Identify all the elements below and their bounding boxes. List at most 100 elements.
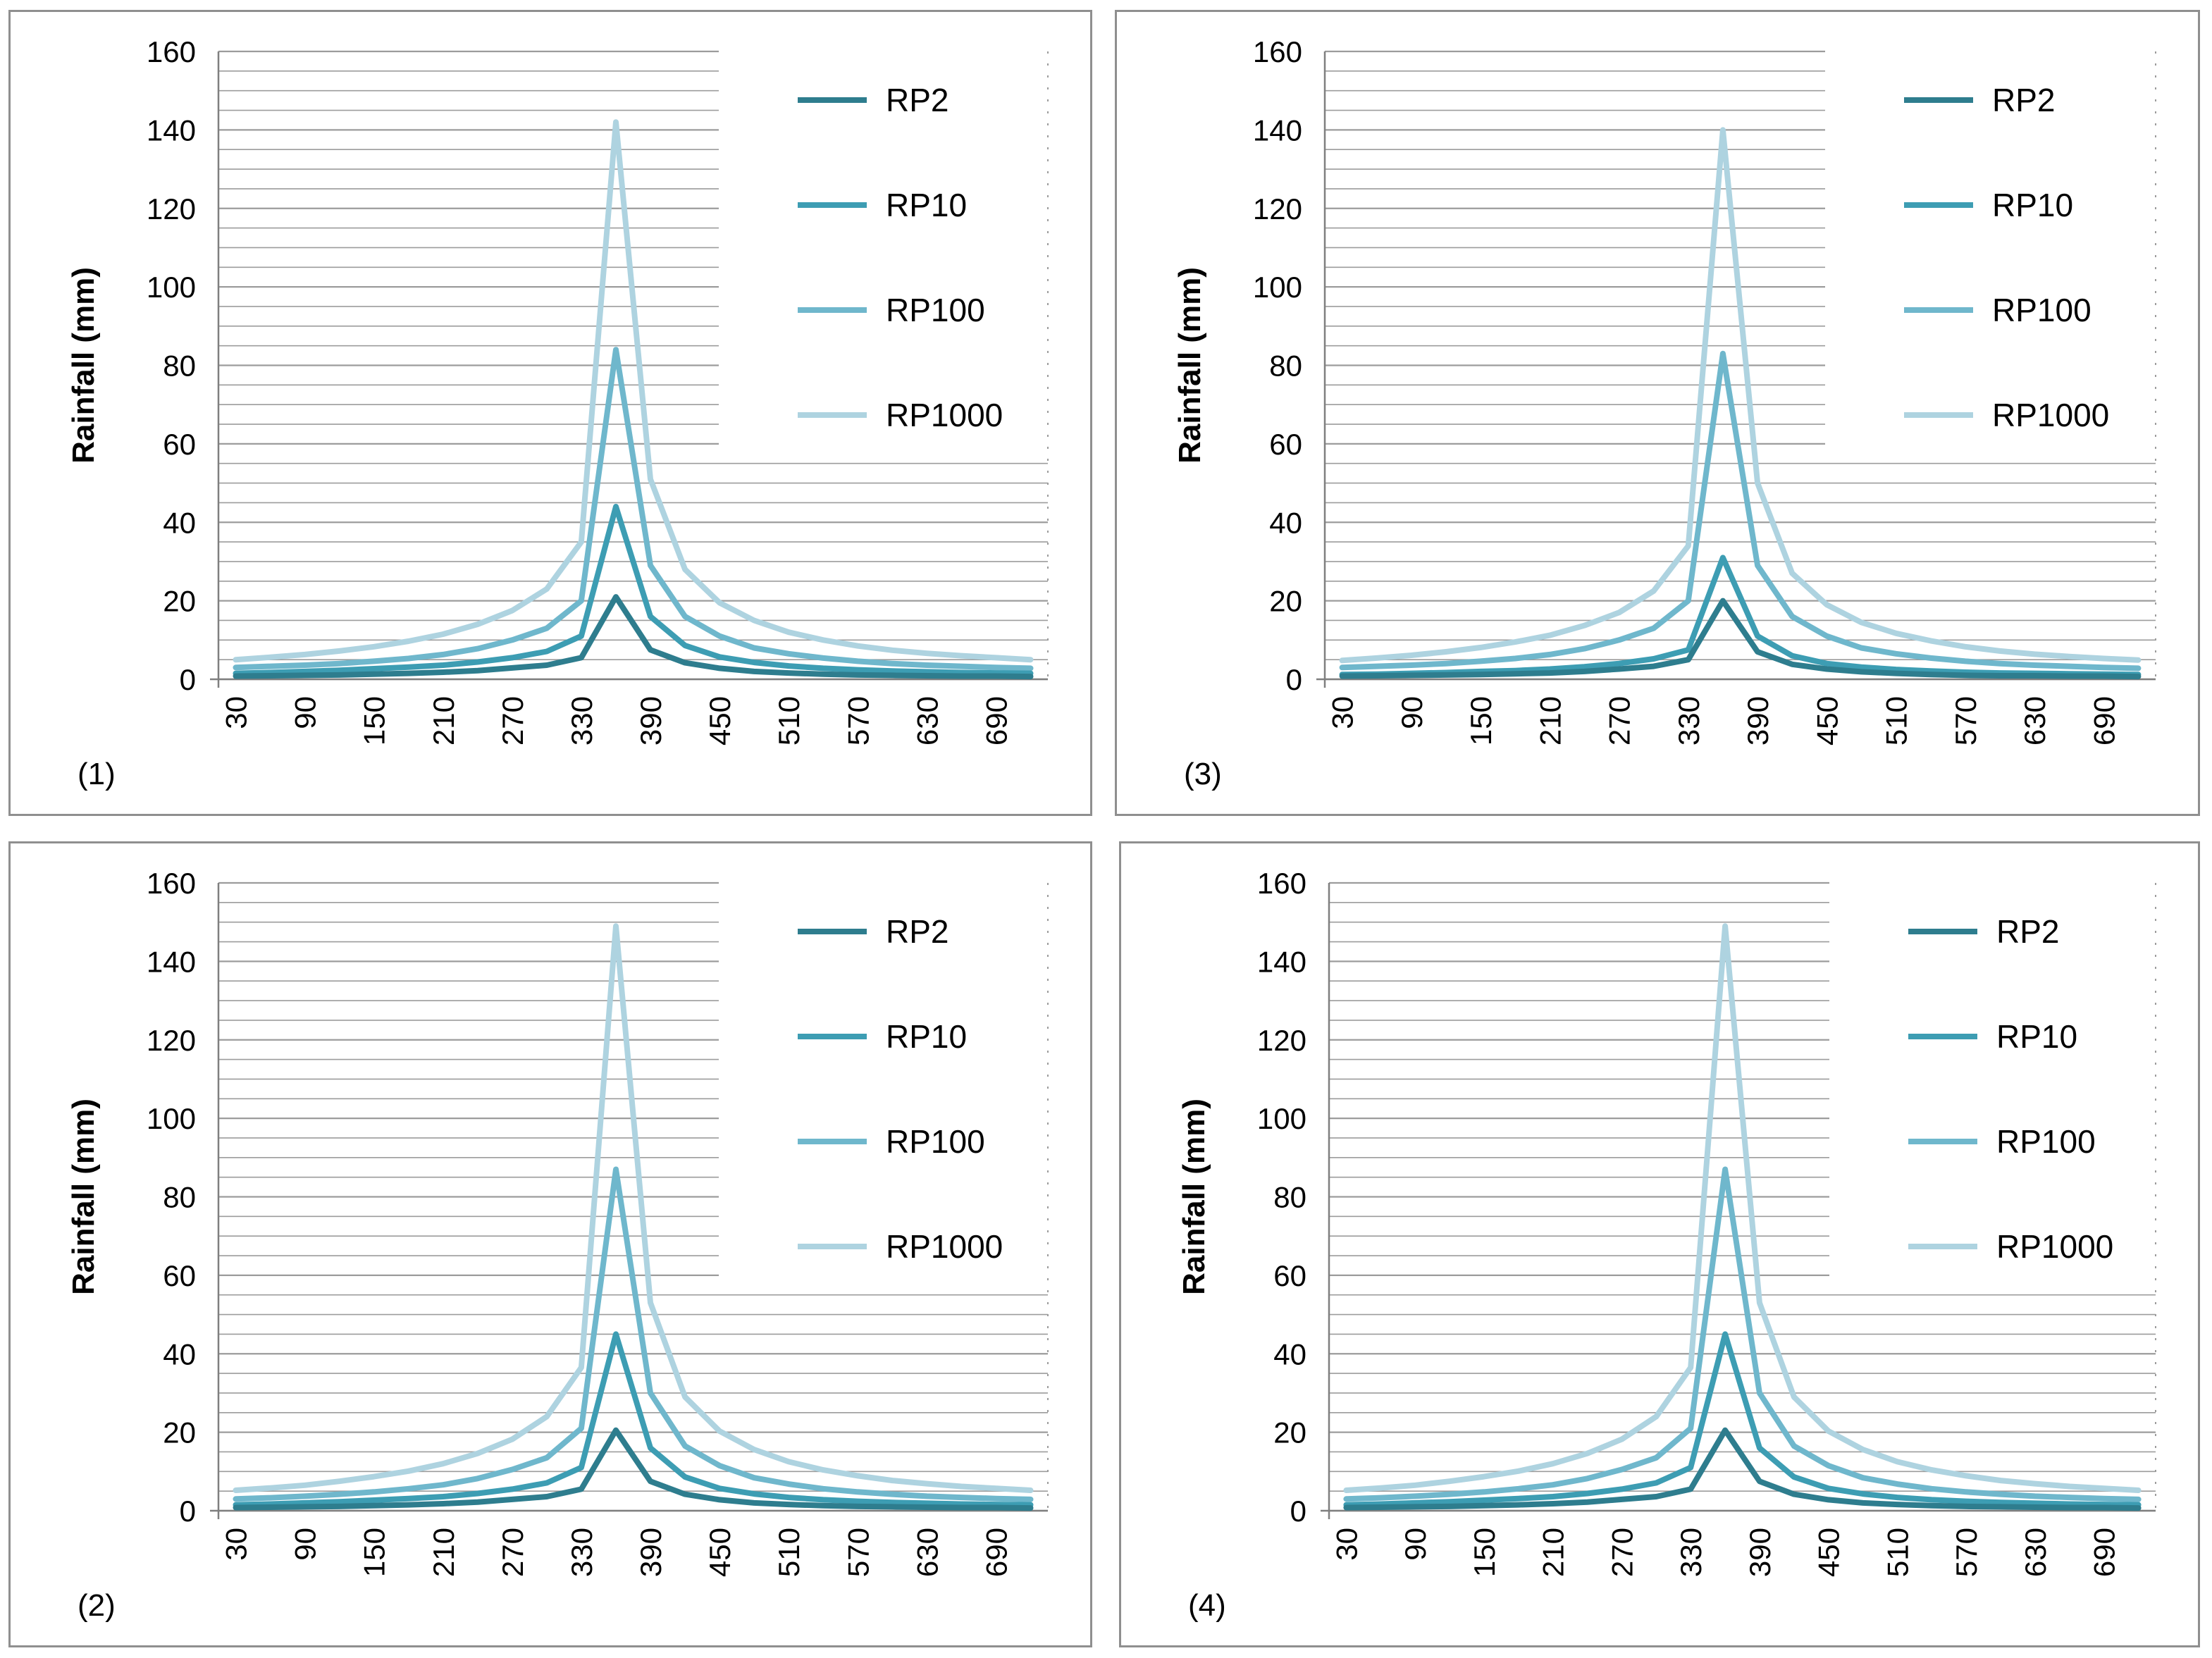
- chart-svg: 0 20 40 60 80 100 120 140 160 30 90 150 210 270 330 390…: [1177, 867, 2156, 1623]
- x-tick-label: 690: [2087, 696, 2120, 746]
- y-axis-title: Rainfall (mm): [1177, 1099, 1211, 1295]
- panel-id-label: (1): [78, 757, 116, 791]
- panel-id-label: (2): [78, 1588, 116, 1623]
- x-tick-label: 630: [2019, 1528, 2052, 1577]
- series-line-rp10: [1339, 555, 2142, 678]
- legend-label-rp2: RP2: [1996, 913, 2059, 950]
- x-tick-label: 390: [634, 696, 667, 746]
- x-tick-label: 390: [634, 1528, 667, 1577]
- y-tick-label: 160: [147, 35, 196, 68]
- legend-label-rp10: RP10: [886, 1018, 967, 1055]
- x-tick-label: 630: [2018, 696, 2051, 746]
- legend-label-rp100: RP100: [886, 1123, 985, 1160]
- legend-label-rp100: RP100: [1996, 1123, 2096, 1160]
- legend-label-rp2: RP2: [1992, 82, 2055, 118]
- chart-svg: 0 20 40 60 80 100 120 140 160 30 90 150 210 270 330 390…: [66, 867, 1049, 1623]
- legend: RP2 RP10 RP100 RP1000: [1908, 913, 2113, 1265]
- y-tick-label: 40: [1269, 506, 1302, 539]
- x-tick-label: 450: [703, 696, 736, 746]
- y-tick-label: 80: [1269, 349, 1302, 383]
- chart-panel-1: 0 20 40 60 80 100 120 140 160 30 90 150 210 270 330 390…: [8, 10, 1092, 816]
- y-tick-label: 20: [1269, 585, 1302, 618]
- x-tick-label: 330: [565, 1528, 598, 1577]
- y-tick-label: 140: [1253, 113, 1302, 147]
- gridlines: [1329, 881, 2156, 1512]
- x-tick-label: 450: [1812, 1528, 1846, 1577]
- y-tick-label: 80: [163, 1181, 196, 1214]
- x-tick-label: 690: [980, 696, 1013, 746]
- y-tick-label: 60: [1269, 428, 1302, 461]
- x-tick-label: 570: [841, 1528, 875, 1577]
- x-tick-label: 30: [220, 696, 253, 729]
- x-tick-label: 630: [910, 696, 944, 746]
- y-tick-label: 100: [1257, 1102, 1306, 1135]
- x-tick-label: 90: [289, 1528, 322, 1561]
- y-tick-label: 100: [147, 271, 196, 304]
- x-tick-label: 210: [1533, 696, 1567, 746]
- y-tick-label: 60: [163, 1259, 196, 1292]
- x-tick-label: 30: [1326, 696, 1359, 729]
- y-axis-title: Rainfall (mm): [1173, 267, 1207, 464]
- y-tick-label: 20: [1273, 1416, 1306, 1449]
- x-tick-label: 150: [1468, 1528, 1501, 1577]
- y-axis-title: Rainfall (mm): [66, 267, 101, 464]
- x-tick-label: 630: [910, 1528, 944, 1577]
- legend-label-rp100: RP100: [1992, 292, 2091, 328]
- legend-label-rp1000: RP1000: [1992, 397, 2109, 433]
- x-tick-label: 270: [496, 1528, 529, 1577]
- y-tick-label: 120: [1257, 1024, 1306, 1057]
- x-tick-label: 90: [289, 696, 322, 729]
- y-tick-label: 160: [1253, 35, 1302, 68]
- series-line-rp100: [233, 1166, 1034, 1502]
- y-tick-label: 120: [147, 1024, 196, 1057]
- x-tick-label: 210: [1537, 1528, 1570, 1577]
- chart-svg: 0 20 40 60 80 100 120 140 160 30 90 150 210 270 330 390…: [66, 35, 1049, 791]
- series-line-rp1000: [1343, 923, 2142, 1493]
- x-tick-label: 330: [565, 696, 598, 746]
- chart-panel-3: 0 20 40 60 80 100 120 140 160 30 90 150 210 270 330 390…: [1115, 10, 2200, 816]
- series-line-rp2: [1343, 1427, 2142, 1511]
- y-tick-label: 100: [147, 1102, 196, 1135]
- x-tick-label: 570: [1949, 696, 1982, 746]
- y-tick-label: 20: [163, 1416, 196, 1449]
- y-tick-label: 0: [180, 1495, 196, 1528]
- series-line-rp1000: [233, 923, 1034, 1493]
- chart-panel-2: 0 20 40 60 80 100 120 140 160 30 90 150 210 270 330 390…: [8, 841, 1092, 1647]
- legend-label-rp2: RP2: [886, 82, 949, 118]
- y-tick-label: 0: [1286, 663, 1302, 696]
- x-tick-label: 90: [1395, 696, 1428, 729]
- series-line-rp100: [1339, 350, 2142, 672]
- x-tick-label: 510: [772, 1528, 805, 1577]
- y-tick-label: 0: [1290, 1495, 1306, 1528]
- series-line-rp100: [233, 347, 1034, 672]
- series-line-rp10: [1343, 1331, 2142, 1508]
- chart-svg: 0 20 40 60 80 100 120 140 160 30 90 150 210 270 330 390…: [1173, 35, 2156, 791]
- x-tick-label: 270: [496, 696, 529, 746]
- panel-id-label: (3): [1184, 757, 1222, 791]
- x-tick-label: 330: [1672, 696, 1705, 746]
- legend-label-rp1000: RP1000: [886, 397, 1003, 433]
- x-tick-label: 150: [358, 696, 391, 746]
- series-line-rp2: [1339, 598, 2142, 680]
- legend-label-rp100: RP100: [886, 292, 985, 328]
- y-tick-label: 80: [163, 349, 196, 383]
- series-line-rp100: [1343, 1166, 2142, 1502]
- legend: RP2 RP10 RP100 RP1000: [798, 913, 1003, 1265]
- x-tick-label: 90: [1399, 1528, 1432, 1561]
- legend: RP2 RP10 RP100 RP1000: [1904, 82, 2109, 433]
- x-tick-label: 330: [1674, 1528, 1707, 1577]
- series-line-rp1000: [1339, 127, 2142, 664]
- y-tick-label: 140: [1257, 945, 1306, 978]
- legend-label-rp1000: RP1000: [1996, 1228, 2113, 1265]
- gridlines: [218, 881, 1048, 1512]
- y-tick-label: 40: [163, 1337, 196, 1371]
- x-tick-label: 150: [1464, 696, 1497, 746]
- x-tick-label: 510: [1881, 1528, 1914, 1577]
- gridlines: [218, 50, 1048, 681]
- gridlines: [1325, 50, 2156, 681]
- x-tick-label: 690: [2088, 1528, 2121, 1577]
- series-line-rp2: [233, 1427, 1034, 1511]
- y-tick-label: 20: [163, 585, 196, 618]
- x-tick-label: 450: [703, 1528, 736, 1577]
- x-tick-label: 210: [427, 1528, 460, 1577]
